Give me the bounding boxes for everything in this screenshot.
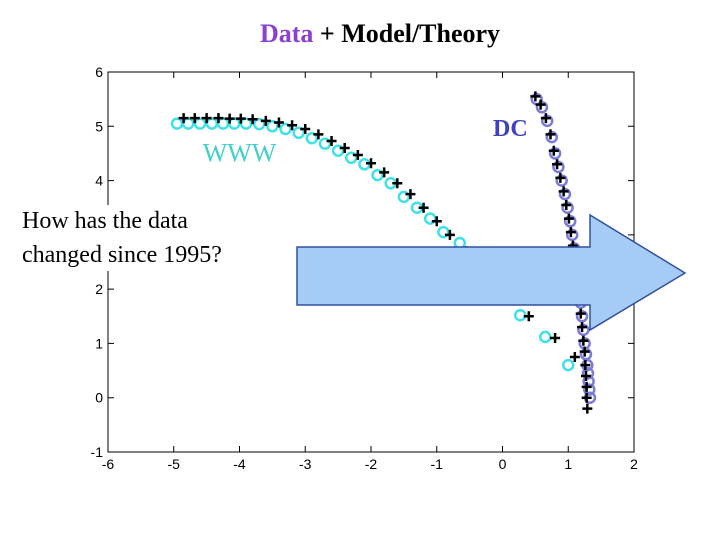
- model-point: [565, 227, 576, 238]
- data-point: [548, 147, 562, 160]
- data-point: [561, 201, 574, 214]
- model-point: [313, 129, 324, 140]
- x-tick-label: -5: [168, 456, 181, 472]
- question-line: How has the data: [22, 208, 188, 234]
- model-point: [581, 381, 592, 392]
- model-point: [213, 113, 224, 124]
- model-point: [418, 202, 429, 213]
- x-tick-label: 1: [564, 456, 572, 472]
- arrow: [296, 213, 687, 332]
- data-point: [397, 190, 411, 204]
- model-point: [550, 333, 561, 343]
- model-point: [326, 135, 337, 146]
- model-point: [581, 392, 592, 403]
- x-tick-label: -2: [365, 456, 378, 472]
- x-tick-label: 0: [499, 456, 507, 472]
- model-point: [580, 360, 591, 371]
- model-point: [577, 322, 588, 333]
- data-point: [266, 120, 279, 133]
- x-tick-label: 2: [630, 456, 638, 472]
- data-point: [558, 187, 572, 201]
- data-point: [563, 215, 577, 228]
- data-point: [193, 117, 207, 130]
- model-point: [530, 91, 541, 102]
- data-point: [545, 130, 559, 144]
- data-point: [252, 117, 266, 131]
- x-tick-label: -3: [299, 456, 312, 472]
- model-point: [579, 346, 590, 357]
- model-point: [523, 311, 534, 322]
- y-tick-label: 2: [95, 281, 103, 297]
- model-point: [569, 352, 580, 362]
- model-point: [189, 113, 200, 124]
- data-point: [581, 367, 595, 380]
- question-line: changed since 1995?: [22, 242, 222, 268]
- model-point: [352, 150, 363, 161]
- annotation: DC: [493, 116, 528, 142]
- model-point: [247, 114, 258, 125]
- data-point: [279, 122, 292, 136]
- model-point: [548, 145, 559, 156]
- model-point: [178, 113, 189, 124]
- data-point: [318, 137, 332, 150]
- y-tick-label: -1: [91, 444, 104, 460]
- annotation: WWW: [203, 139, 277, 168]
- slide-title: Data + Model/Theory: [260, 19, 500, 48]
- model-point: [235, 113, 246, 124]
- data-point: [555, 174, 568, 187]
- data-point: [583, 383, 596, 396]
- model-point: [405, 189, 416, 200]
- data-point: [535, 101, 549, 114]
- y-tick-label: 6: [95, 64, 103, 80]
- data-point: [575, 310, 589, 323]
- model-point: [540, 113, 551, 124]
- model-point: [379, 167, 390, 178]
- model-point: [545, 129, 556, 140]
- data-point: [562, 358, 575, 372]
- data-point: [540, 114, 554, 128]
- model-point: [581, 371, 592, 381]
- y-tick-label: 0: [95, 390, 103, 406]
- model-point: [575, 308, 586, 319]
- model-point: [535, 99, 546, 110]
- model-point: [578, 335, 589, 346]
- model-point: [555, 172, 566, 183]
- data-point: [331, 144, 345, 157]
- model-point: [366, 158, 376, 169]
- y-tick-label: 1: [95, 335, 103, 351]
- data-point: [437, 225, 450, 239]
- data-point: [305, 131, 319, 145]
- title-highlight: Data: [260, 19, 313, 48]
- model-point: [260, 115, 271, 126]
- model-point: [444, 229, 455, 240]
- model-point: [582, 403, 593, 414]
- model-point: [552, 159, 563, 170]
- x-tick-label: -1: [431, 456, 444, 472]
- y-tick-label: 5: [95, 118, 103, 134]
- data-point: [423, 212, 437, 225]
- x-tick-label: -6: [102, 456, 115, 472]
- y-tick-label: 4: [95, 173, 103, 189]
- title-rest: + Model/Theory: [320, 19, 500, 48]
- model-point: [558, 186, 569, 197]
- data-point: [552, 160, 565, 174]
- model-point: [224, 113, 235, 124]
- model-point: [273, 117, 284, 128]
- data-point: [371, 168, 384, 182]
- data-point: [345, 151, 358, 165]
- data-point: [577, 323, 590, 337]
- question-background: [18, 205, 268, 271]
- model-point: [392, 178, 403, 189]
- data-point: [565, 228, 579, 242]
- x-tick-label: -4: [233, 456, 246, 472]
- model-point: [339, 143, 350, 153]
- model-point: [201, 113, 212, 124]
- model-point: [431, 216, 442, 227]
- model-point: [300, 124, 311, 134]
- data-point: [292, 126, 305, 140]
- model-point: [287, 120, 298, 131]
- model-point: [563, 213, 574, 224]
- model-point: [561, 200, 572, 210]
